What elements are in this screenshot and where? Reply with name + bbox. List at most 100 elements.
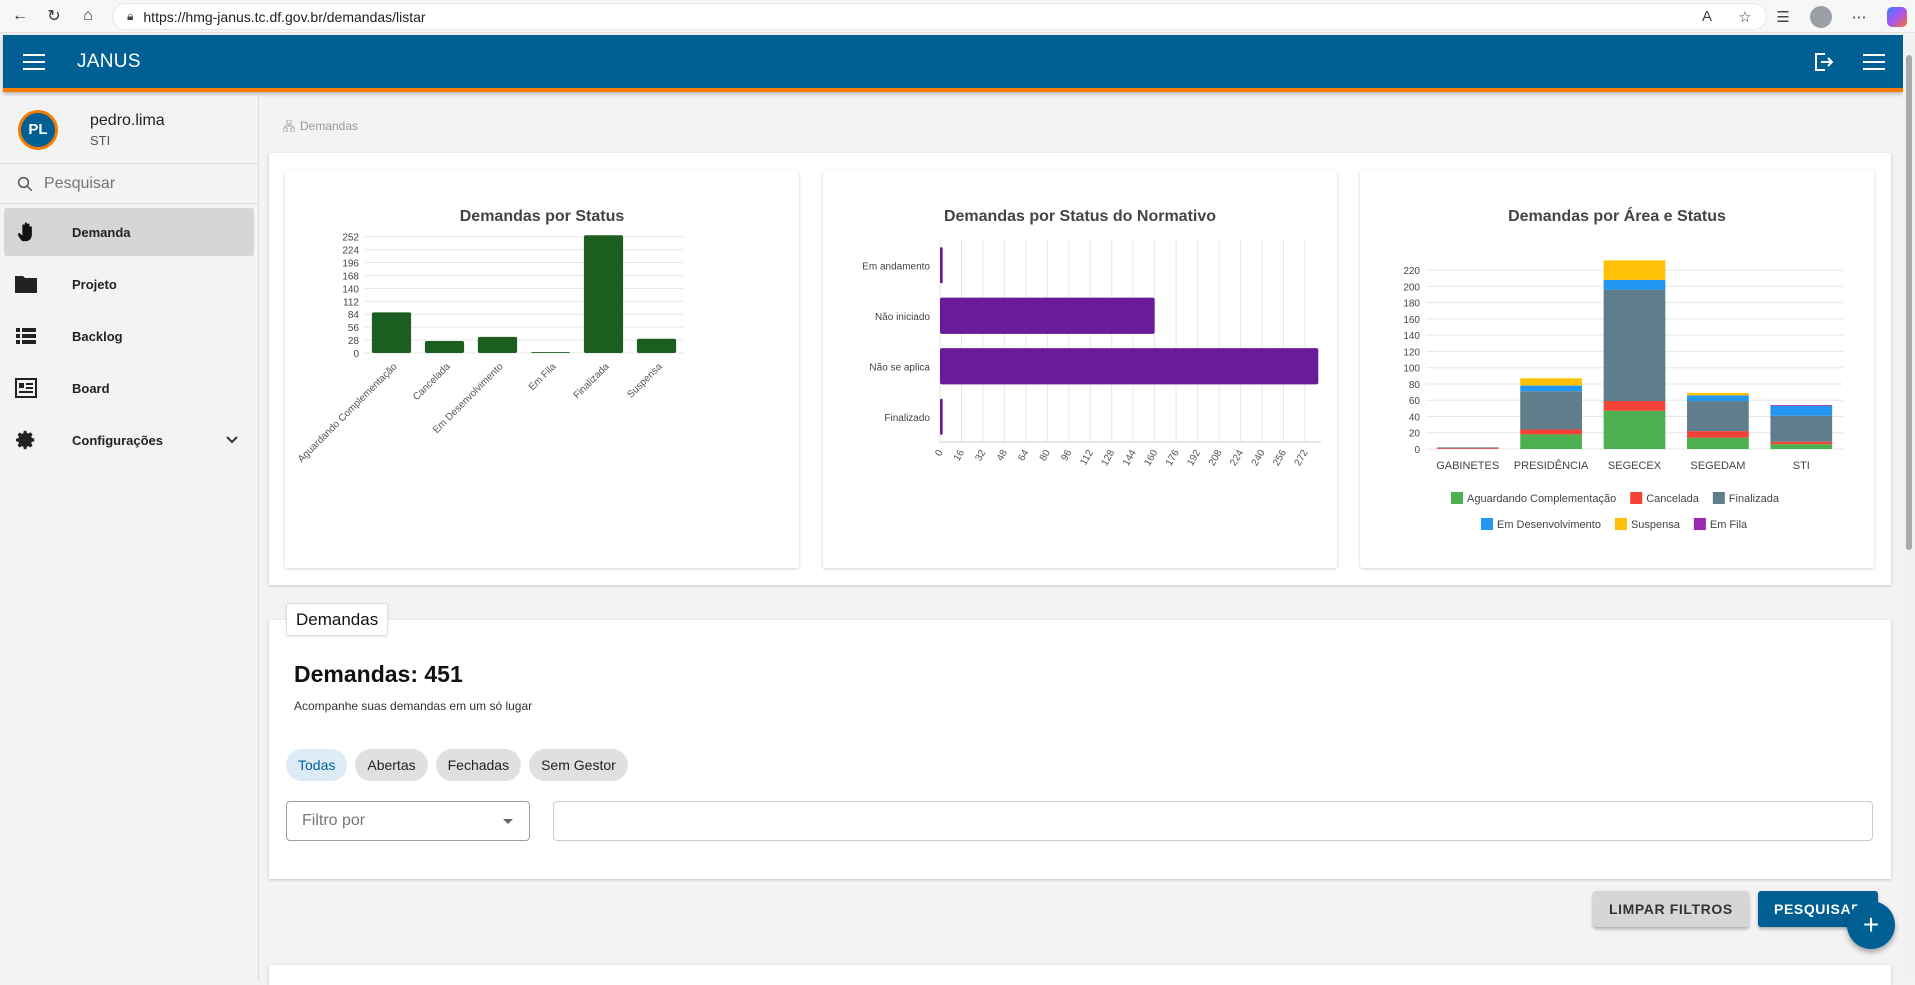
stack-segment [1770,441,1833,445]
y-tick-label: 80 [1409,380,1421,391]
x-tick-label: 208 [1207,448,1225,468]
sidebar-item-label: Demanda [72,224,131,240]
chart-title: Demandas por Status do Normativo [943,208,1217,225]
bar [940,297,1155,334]
search-icon [17,176,33,191]
sidebar-item-configuracoes[interactable]: Configurações [4,416,254,464]
caret-down-icon [503,819,513,824]
filter-value-input[interactable] [553,801,1873,841]
sidebar: PL pedro.lima STI Demanda Projeto Backlo… [0,96,259,981]
x-tick-label: 192 [1185,448,1203,468]
copilot-icon[interactable] [1885,5,1909,29]
legend-swatch [1712,492,1725,504]
address-bar[interactable]: 🔒︎ https://hmg-janus.tc.df.gov.br/demand… [112,3,1767,30]
bar [424,341,465,353]
favorites-icon[interactable]: ☰ [1776,8,1790,26]
legend-swatch [1630,492,1643,504]
x-tick-label: SEGEDAM [1690,460,1745,472]
menu-icon[interactable] [23,53,45,70]
more-options-icon[interactable]: ⋯ [1851,8,1867,26]
bar [940,398,943,435]
chip-fechadas[interactable]: Fechadas [435,749,522,781]
stack-segment [1687,431,1749,438]
breadcrumb: Demandas [283,119,358,133]
clear-filters-button[interactable]: LIMPAR FILTROS [1593,891,1749,927]
profile-icon[interactable] [1809,5,1833,29]
chevron-down-icon[interactable] [224,432,240,448]
filter-by-select[interactable]: Filtro por [286,801,530,841]
x-tick-label: 176 [1164,448,1182,468]
stack-segment [1603,279,1666,290]
sidebar-item-board[interactable]: Board [4,364,254,412]
section-tab: Demandas [286,603,389,636]
legend-label: Em Fila [1710,519,1748,531]
x-tick-label: 64 [1016,448,1031,464]
page-scrollbar[interactable] [1903,35,1915,981]
demandas-count: Demandas: 451 [294,661,463,687]
sidebar-item-demanda[interactable]: Demanda [4,208,254,256]
chip-todas[interactable]: Todas [286,749,348,781]
legend-label: Finalizada [1729,493,1780,505]
search-input[interactable] [44,174,234,193]
x-tick-label: 16 [952,448,967,464]
bar [940,348,1319,385]
reload-icon[interactable]: ↻ [47,8,61,25]
x-tick-label: 144 [1121,448,1139,468]
logout-icon[interactable] [1811,50,1835,74]
app-header: JANUS [3,35,1903,92]
y-tick-label: 196 [342,259,359,270]
add-demanda-button[interactable]: + [1847,901,1895,949]
x-tick-label: 48 [995,448,1010,464]
y-tick-label: Finalizado [884,413,930,424]
avatar[interactable]: PL [18,109,58,150]
chart-card-status: Demandas por Status 0 28 56 84 112 140 168 196 2… [285,170,799,568]
y-tick-label: 160 [1403,315,1420,326]
stack-segment [1603,289,1666,402]
filter-by-placeholder: Filtro por [302,812,366,829]
breadcrumb-item[interactable]: Demandas [300,119,359,133]
stack-segment [1520,378,1582,386]
legend-swatch [1614,518,1627,530]
favorite-star-icon[interactable]: ☆ [1738,8,1752,26]
stack-segment [1520,429,1582,435]
stack-segment [1770,405,1833,406]
stack-segment [1770,444,1833,449]
home-icon[interactable]: ⌂ [83,7,93,24]
stack-segment [1603,410,1666,449]
y-tick-label: 28 [348,336,360,347]
y-tick-label: Em andamento [862,261,930,272]
x-tick-label: Suspensa [625,361,665,401]
x-tick-label: 240 [1250,448,1268,468]
hand-icon [14,220,38,244]
x-tick-label: 80 [1038,448,1053,464]
x-tick-label: 112 [1078,448,1096,468]
stack-segment [1687,395,1749,402]
legend-label: Suspensa [1631,519,1681,531]
browser-toolbar: ← ↻ ⌂ 🔒︎ https://hmg-janus.tc.df.gov.br/… [0,0,1915,33]
stack-segment [1687,392,1749,396]
y-tick-label: 180 [1403,299,1420,310]
menu-right-icon[interactable] [1863,53,1885,70]
x-tick-label: 272 [1293,448,1311,468]
chip-sem-gestor[interactable]: Sem Gestor [529,749,628,781]
stack-segment [1520,434,1582,449]
legend-swatch [1693,518,1706,530]
chip-abertas[interactable]: Abertas [355,749,428,781]
y-tick-label: 168 [342,271,359,282]
sidebar-item-label: Projeto [72,276,117,292]
read-aloud-icon[interactable]: A [1701,8,1712,25]
y-tick-label: 140 [1403,331,1420,342]
bar [636,338,677,353]
sidebar-item-projeto[interactable]: Projeto [4,260,254,308]
sidebar-item-backlog[interactable]: Backlog [4,312,254,360]
stack-segment [1436,447,1499,449]
bar [530,352,571,353]
x-tick-label: SEGECEX [1608,460,1662,472]
y-tick-label: 56 [348,323,360,334]
x-tick-label: 256 [1271,448,1289,468]
stack-segment [1770,405,1833,416]
back-icon[interactable]: ← [12,7,28,24]
stack-segment [1436,448,1499,449]
user-name: pedro.lima [90,111,165,129]
x-tick-label: PRESIDÊNCIA [1514,459,1589,472]
